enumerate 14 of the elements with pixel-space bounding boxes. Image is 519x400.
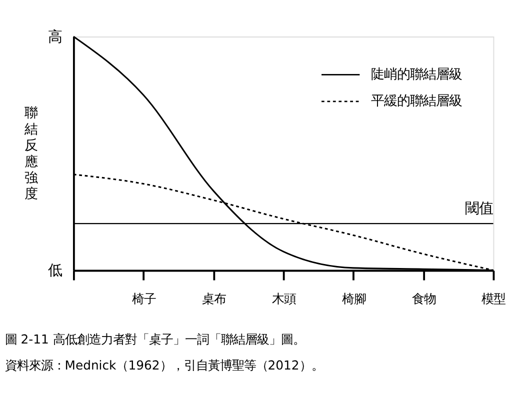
legend-label: 陡峭的聯結層級	[371, 68, 462, 83]
x-tick-label: 椅子	[132, 291, 156, 306]
source-note: 資料來源：Mednick（1962），引自黃博聖等（2012）。	[4, 358, 324, 372]
caption: 圖 2-11 高低創造力者對「桌子」一詞「聯結層級」圖。	[4, 332, 305, 347]
x-tick-label: 桌布	[202, 291, 226, 306]
y-axis-title: 聯結反應強度	[24, 106, 38, 202]
x-tick-label: 木頭	[272, 291, 296, 306]
x-tick-label: 椅腳	[342, 291, 366, 306]
x-tick-label: 模型	[482, 291, 506, 306]
text: 高	[48, 29, 62, 46]
text: 低	[48, 263, 62, 280]
legend-label: 平緩的聯結層級	[371, 94, 462, 110]
ref-line-label: 閾值	[465, 201, 494, 218]
x-tick-label: 食物	[412, 291, 436, 306]
